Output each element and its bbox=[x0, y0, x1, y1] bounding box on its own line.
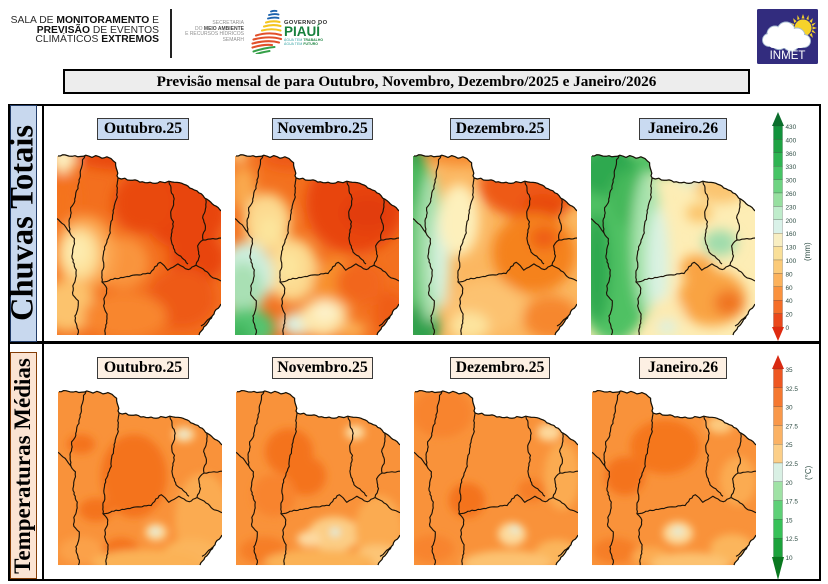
svg-text:160: 160 bbox=[786, 231, 797, 238]
svg-text:300: 300 bbox=[786, 178, 797, 185]
svg-text:430: 430 bbox=[786, 124, 797, 131]
svg-text:30: 30 bbox=[786, 405, 794, 412]
svg-text:80: 80 bbox=[786, 271, 794, 278]
svg-text:230: 230 bbox=[786, 204, 797, 211]
svg-text:INMET: INMET bbox=[770, 50, 806, 62]
svg-text:35: 35 bbox=[786, 367, 794, 374]
svg-text:22.5: 22.5 bbox=[786, 461, 799, 468]
svg-text:(mm): (mm) bbox=[803, 242, 812, 261]
svg-text:400: 400 bbox=[786, 137, 797, 144]
svg-text:15: 15 bbox=[786, 517, 794, 524]
svg-text:20: 20 bbox=[786, 480, 794, 487]
svg-text:130: 130 bbox=[786, 245, 797, 252]
svg-text:200: 200 bbox=[786, 218, 797, 225]
svg-text:(°C): (°C) bbox=[804, 465, 813, 480]
svg-text:27.5: 27.5 bbox=[786, 423, 799, 430]
svg-text:330: 330 bbox=[786, 164, 797, 171]
svg-text:260: 260 bbox=[786, 191, 797, 198]
svg-text:0: 0 bbox=[786, 325, 790, 332]
svg-text:100: 100 bbox=[786, 258, 797, 265]
svg-text:10: 10 bbox=[786, 555, 794, 562]
svg-text:20: 20 bbox=[786, 312, 794, 319]
svg-text:360: 360 bbox=[786, 151, 797, 158]
svg-text:32.5: 32.5 bbox=[786, 386, 799, 393]
svg-text:25: 25 bbox=[786, 442, 794, 449]
svg-text:12.5: 12.5 bbox=[786, 536, 799, 543]
svg-text:17.5: 17.5 bbox=[786, 499, 799, 506]
svg-text:40: 40 bbox=[786, 298, 794, 305]
svg-text:60: 60 bbox=[786, 285, 794, 292]
